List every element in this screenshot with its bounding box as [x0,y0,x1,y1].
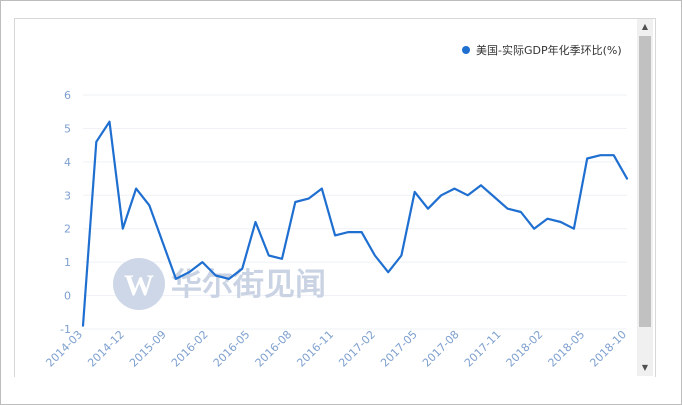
y-tick-label: 6 [64,89,71,102]
x-axis: 2014-03 2014-12 2015-09 2016-02 2016-05 2016-… [43,328,629,370]
series-line[interactable] [81,120,629,327]
gdp-line-chart: W 华尔街见闻 -1 0 1 2 3 4 5 6 2014-03 2014-12 2015-09 2… [43,43,629,370]
vertical-scrollbar[interactable]: ▲ ▼ [637,19,653,376]
y-axis: -1 0 1 2 3 4 5 6 [60,89,71,336]
series-layer [81,120,629,327]
x-tick-label: 2016-11 [295,328,337,370]
x-tick-label: 2017-08 [420,328,462,370]
y-tick-label: 5 [64,122,71,135]
chart-panel: W 华尔街见闻 -1 0 1 2 3 4 5 6 2014-03 2014-12 2015-09 2… [14,18,656,377]
x-tick-label: 2018-02 [504,328,546,370]
x-tick-label: 2016-02 [169,328,211,370]
x-tick-label: 2018-05 [546,328,588,370]
watermark-text: 华尔街见闻 [171,267,326,303]
y-tick-label: 4 [64,156,71,169]
y-tick-label: 3 [64,189,71,202]
x-tick-label: 2017-05 [378,328,420,370]
scroll-down-arrow-icon[interactable]: ▼ [641,363,649,372]
y-tick-label: 0 [64,290,71,303]
x-tick-label: 2017-02 [336,328,378,370]
x-tick-label: 2017-11 [462,328,504,370]
x-tick-label: 2016-08 [253,328,295,370]
y-tick-label: 2 [64,223,71,236]
scroll-up-arrow-icon[interactable]: ▲ [641,22,649,31]
watermark-logo-icon [113,258,165,310]
legend-marker [462,46,470,54]
legend[interactable]: 美国-实际GDP年化季环比(%) [462,43,622,57]
x-tick-label: 2015-09 [127,328,169,370]
scroll-thumb[interactable] [639,36,651,327]
watermark-logo-letter: W [124,269,154,302]
grid-layer [83,94,627,330]
y-tick-label: 1 [64,256,71,269]
x-tick-label: 2014-12 [85,328,127,370]
watermark: W 华尔街见闻 [113,258,326,310]
y-tick-label: -1 [60,323,71,336]
x-tick-label: 2018-10 [587,328,629,370]
x-tick-label: 2016-05 [211,328,253,370]
legend-label: 美国-实际GDP年化季环比(%) [476,43,622,57]
